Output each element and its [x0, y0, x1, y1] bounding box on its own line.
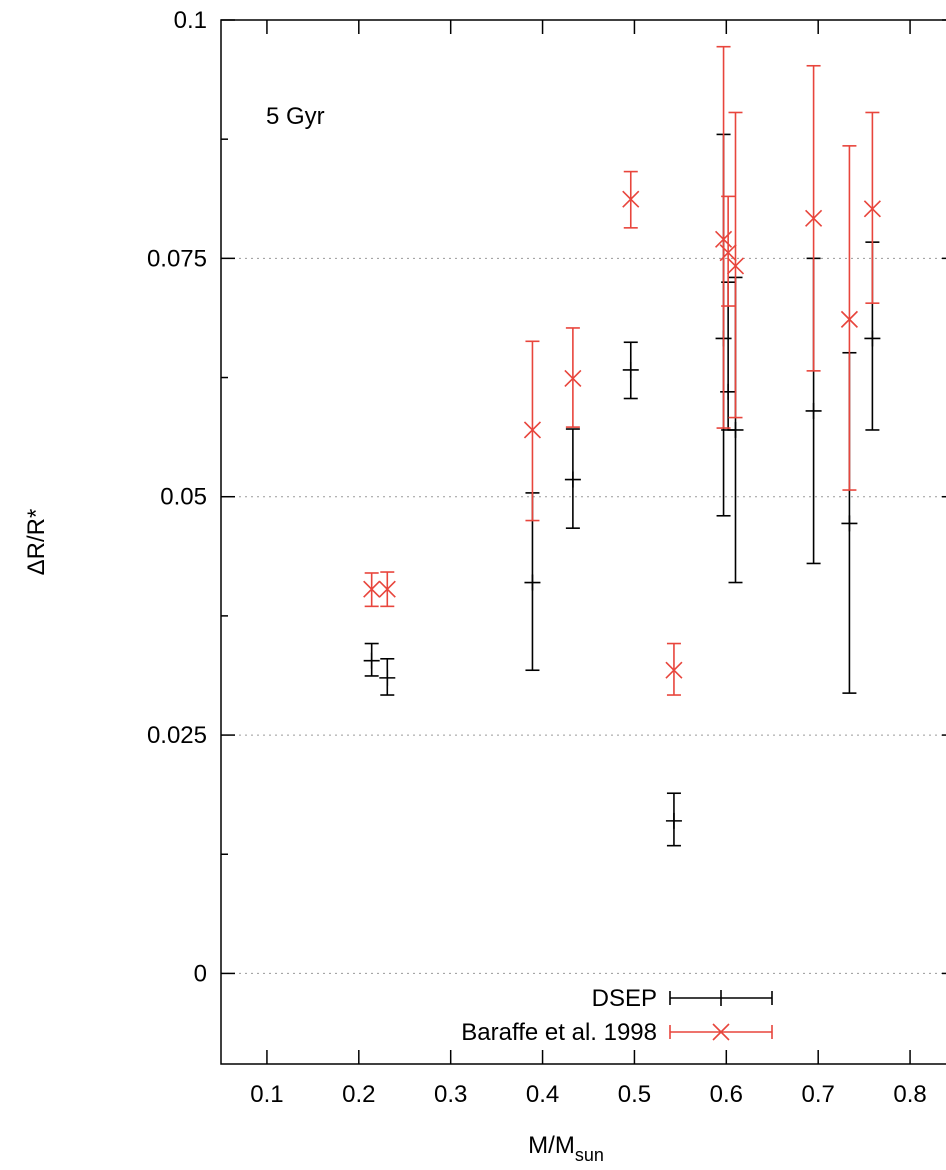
legend-label-baraffe: Baraffe et al. 1998 — [461, 1019, 657, 1046]
data-point-dsep — [622, 341, 639, 400]
data-point-baraffe — [564, 327, 582, 428]
x-tick-label: 0.8 — [893, 1081, 926, 1108]
x-tick-label: 0.1 — [250, 1081, 283, 1108]
y-tick-label: 0 — [194, 960, 207, 987]
data-point-dsep — [363, 642, 380, 677]
cross-marker — [665, 661, 683, 679]
x-tick-label: 0.7 — [802, 1081, 835, 1108]
cross-marker — [805, 209, 823, 227]
data-point-baraffe — [863, 111, 881, 304]
x-axis-label-sub: sun — [575, 1145, 604, 1165]
y-tick-label: 0.075 — [147, 245, 207, 272]
data-point-baraffe — [719, 195, 737, 307]
series-dsep — [363, 133, 881, 847]
data-point-baraffe — [363, 572, 381, 608]
data-point-baraffe — [840, 145, 858, 491]
data-point-dsep — [665, 792, 682, 847]
cross-marker — [523, 421, 542, 439]
cross-marker — [726, 257, 745, 275]
legend-sample-dsep — [669, 990, 773, 1006]
data-point-dsep — [379, 657, 396, 696]
time-annotation: 5 Gyr — [266, 103, 325, 130]
data-point-baraffe — [622, 170, 640, 229]
data-point-baraffe — [714, 45, 733, 429]
x-tick-label: 0.5 — [618, 1081, 651, 1108]
x-tick-label: 0.6 — [710, 1081, 743, 1108]
y-tick-label: 0.1 — [174, 7, 207, 34]
data-point-baraffe — [726, 111, 745, 419]
cross-marker — [363, 580, 381, 598]
data-point-dsep — [564, 428, 581, 529]
data-point-baraffe — [523, 340, 542, 522]
x-tick-label: 0.2 — [342, 1081, 375, 1108]
legend: DSEP Baraffe et al. 1998 — [461, 985, 773, 1046]
series-baraffe — [363, 45, 881, 696]
cross-marker — [564, 369, 582, 388]
axis-ticks — [221, 19, 946, 1064]
plot-frame — [220, 19, 946, 1065]
cross-marker — [863, 200, 881, 218]
cross-marker — [622, 190, 640, 208]
cross-marker — [378, 580, 396, 598]
data-point-baraffe — [805, 64, 823, 372]
y-tick-label: 0.025 — [147, 722, 207, 749]
x-axis-label: M/Msun — [528, 1132, 604, 1165]
y-tick-label: 0.05 — [160, 484, 207, 511]
data-point-baraffe — [378, 571, 396, 608]
x-tick-label: 0.4 — [526, 1081, 559, 1108]
grid-lines — [221, 257, 946, 974]
y-axis-label: ΔR/R* — [23, 509, 50, 576]
x-axis-label-main: M/M — [528, 1132, 575, 1159]
data-series — [363, 45, 881, 847]
cross-marker — [719, 244, 737, 262]
legend-label-dsep: DSEP — [592, 985, 657, 1012]
cross-marker — [840, 310, 858, 328]
legend-marker — [712, 1023, 730, 1041]
legend-sample-baraffe — [669, 1023, 773, 1041]
x-tick-label: 0.3 — [434, 1081, 467, 1108]
data-point-baraffe — [665, 642, 683, 696]
axis-tick-labels: 0 0.025 0.05 0.075 0.1 0.1 0.2 0.3 0.4 0.5 0.6 0.7 0… — [147, 7, 927, 1108]
